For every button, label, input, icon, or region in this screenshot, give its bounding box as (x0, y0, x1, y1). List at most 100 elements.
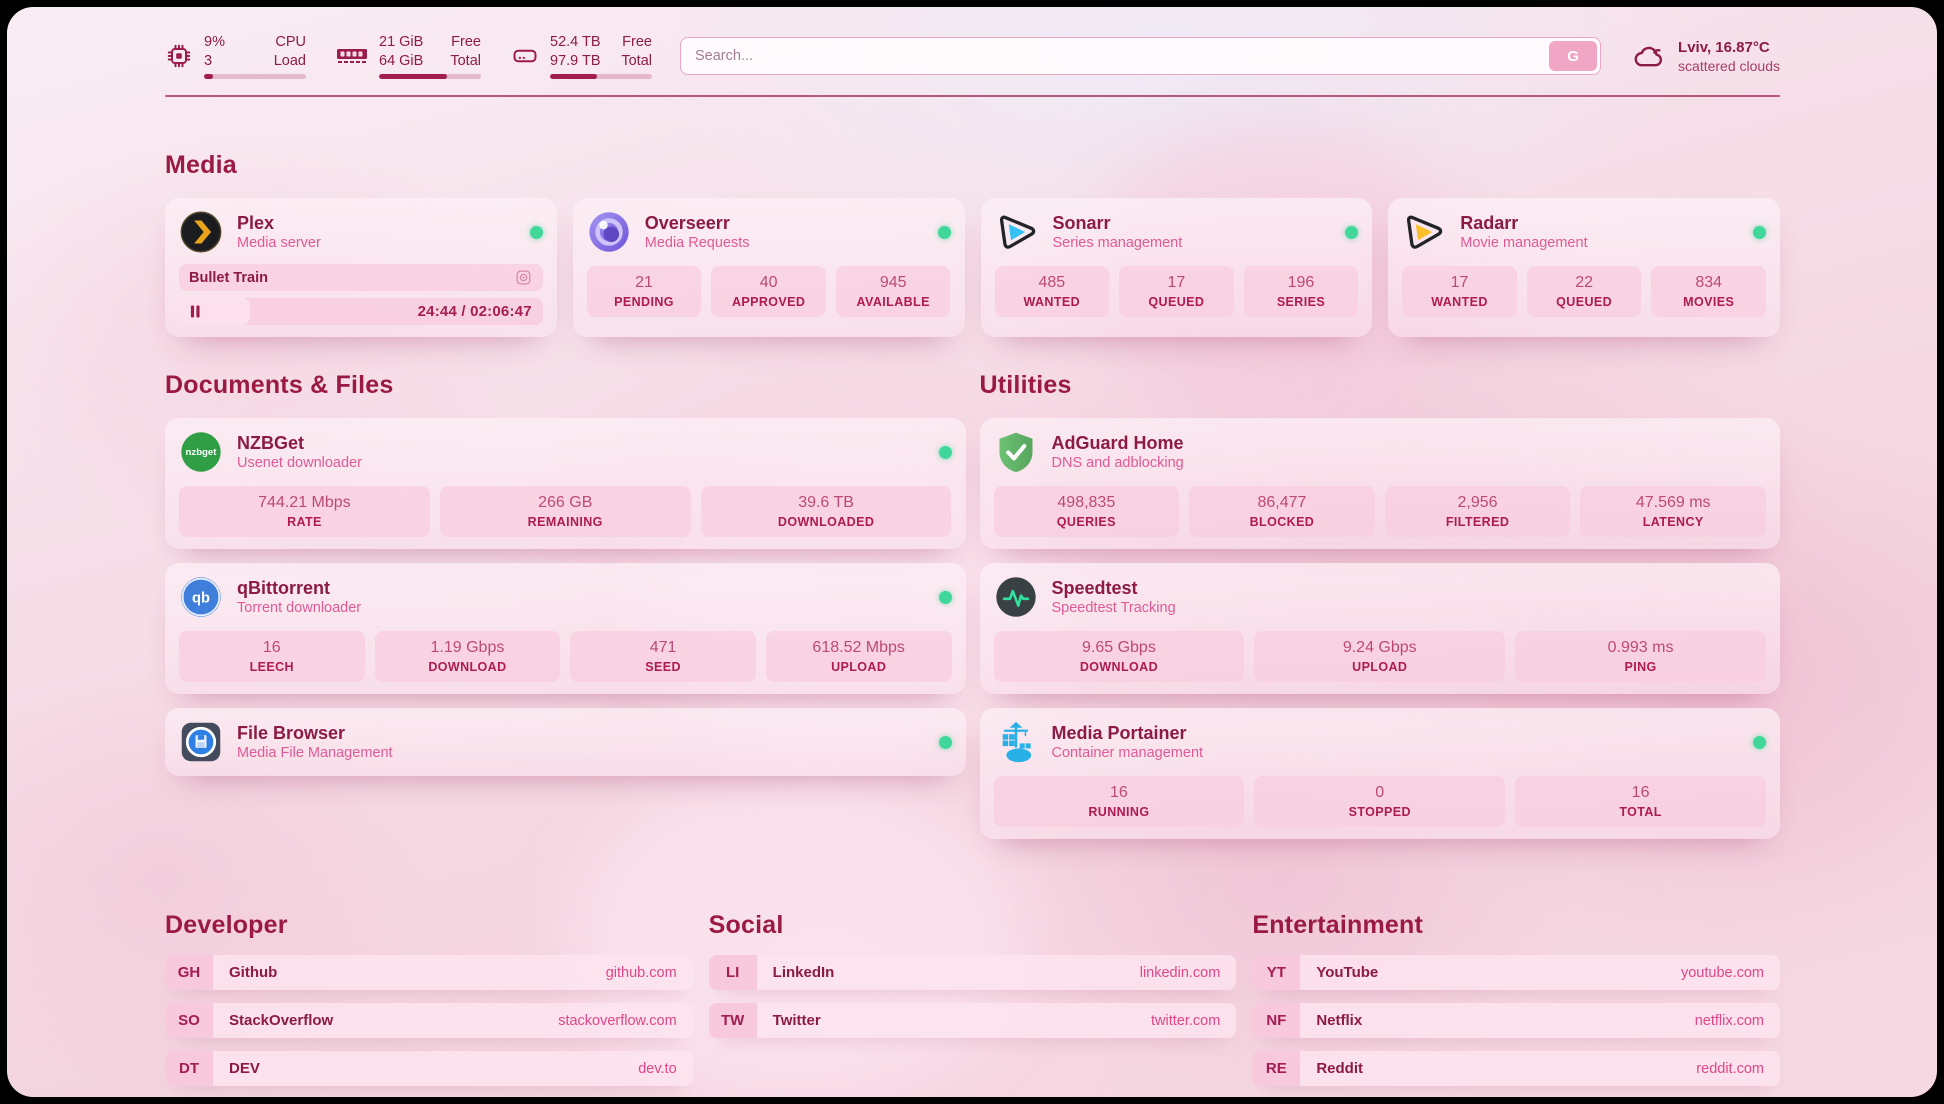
app-subtitle: Container management (1051, 745, 1204, 762)
overseerr-icon (587, 210, 631, 254)
app-title: AdGuard Home (1051, 432, 1184, 453)
cloud-icon (1629, 39, 1667, 73)
section-documents: Documents & Files nzbget NZBGet Usenet d (165, 371, 966, 790)
bookmark-name: Netflix (1316, 1012, 1363, 1029)
stat-download: 1.19 Gbps DOWNLOAD (374, 631, 561, 682)
app-card-portainer[interactable]: Media Portainer Container management 16 … (979, 708, 1780, 839)
speedtest-icon (994, 575, 1038, 619)
disk-icon (511, 42, 539, 70)
app-card-sonarr[interactable]: Sonarr Series management 485 WANTED 17 Q… (980, 198, 1373, 337)
cpu-chip-icon (165, 42, 193, 70)
app-title: Sonarr (1052, 212, 1111, 233)
app-card-overseerr[interactable]: Overseerr Media Requests 21 PENDING 40 A… (572, 198, 965, 337)
app-title: qBittorrent (237, 577, 330, 598)
section-media: Media Plex Medi (165, 151, 1780, 337)
filebrowser-icon (179, 720, 223, 764)
cpu-widget: 9% CPU 3 Load (165, 33, 306, 80)
google-search-button[interactable]: G (1549, 41, 1598, 71)
search-input[interactable] (681, 48, 1550, 64)
app-card-qbittorrent[interactable]: qb qBittorrent Torrent downloader 16 LEE… (165, 563, 966, 694)
section-social: Social LI LinkedIn linkedin.com TW Twitt… (708, 911, 1237, 1097)
disk-total: 97.9 TB (550, 52, 601, 69)
media-heading: Media (165, 151, 237, 179)
ram-progress-track (379, 74, 481, 80)
stat-queries: 498,835 QUERIES (993, 486, 1180, 537)
app-card-radarr[interactable]: Radarr Movie management 17 WANTED 22 QUE… (1388, 198, 1780, 337)
disk-progress-fill (550, 74, 597, 80)
top-bar: 9% CPU 3 Load (165, 33, 1780, 80)
stat-seed: 471 SEED (570, 631, 756, 682)
now-playing-row: Bullet Train (179, 264, 543, 291)
bookmark-url: linkedin.com (1139, 964, 1221, 981)
app-subtitle: Media server (237, 235, 321, 252)
weather-condition: scattered clouds (1678, 57, 1780, 74)
bookmark-linkedin[interactable]: LI LinkedIn linkedin.com (708, 955, 1237, 990)
sonarr-icon (995, 210, 1039, 254)
bookmark-abbr: LI (708, 955, 757, 990)
ram-widget: 21 GiB Free 64 GiB Total (336, 33, 481, 80)
system-widgets: 9% CPU 3 Load (165, 33, 652, 80)
bookmark-reddit[interactable]: RE Reddit reddit.com (1252, 1051, 1780, 1086)
app-title: NZBGet (237, 432, 304, 453)
app-card-adguard[interactable]: AdGuard Home DNS and adblocking 498,835 … (979, 418, 1780, 549)
bookmark-name: DEV (229, 1060, 260, 1077)
ram-total: 64 GiB (379, 52, 424, 69)
stat-available: 945 AVAILABLE (835, 266, 951, 317)
dashboard-screen: 9% CPU 3 Load (7, 7, 1937, 1097)
status-dot (1345, 225, 1359, 239)
stat-leech: 16 LEECH (179, 631, 365, 682)
adguard-icon (994, 430, 1038, 474)
stat-running: 16 RUNNING (993, 776, 1245, 827)
bookmark-netflix[interactable]: NF Netflix netflix.com (1252, 1003, 1780, 1038)
nzbget-icon: nzbget (179, 430, 223, 474)
bookmark-github[interactable]: GH Github github.com (165, 955, 693, 990)
bookmark-abbr: NF (1252, 1003, 1301, 1038)
stat-pending: 21 PENDING (586, 266, 702, 317)
stat-queued: 17 QUEUED (1119, 266, 1234, 317)
app-card-plex[interactable]: Plex Media server Bullet Train (165, 198, 557, 337)
disk-free-label: Free (622, 33, 652, 50)
stat-latency: 47.569 ms LATENCY (1580, 486, 1766, 537)
bookmark-abbr: YT (1252, 955, 1301, 990)
status-dot (938, 590, 952, 604)
stat-upload: 9.24 Gbps UPLOAD (1254, 631, 1506, 682)
stat-filtered: 2,956 FILTERED (1384, 486, 1571, 537)
bookmark-name: Github (229, 964, 278, 981)
stat-total: 16 TOTAL (1515, 776, 1766, 827)
ram-total-label: Total (450, 52, 481, 69)
bookmark-url: netflix.com (1694, 1012, 1764, 1029)
bookmark-url: dev.to (638, 1060, 677, 1077)
bookmark-twitter[interactable]: TW Twitter twitter.com (708, 1003, 1237, 1038)
cpu-progress-track (204, 74, 306, 80)
stat-rate: 744.21 Mbps RATE (179, 486, 430, 537)
app-title: Speedtest (1051, 577, 1138, 598)
app-subtitle: Torrent downloader (237, 600, 362, 617)
stat-ping: 0.993 ms PING (1515, 631, 1766, 682)
bookmark-url: youtube.com (1680, 964, 1764, 981)
stat-wanted: 485 WANTED (994, 266, 1110, 317)
stat-approved: 40 APPROVED (711, 266, 826, 317)
app-title: Plex (237, 212, 275, 233)
app-title: Radarr (1460, 212, 1519, 233)
bookmark-url: reddit.com (1696, 1060, 1764, 1077)
qbittorrent-icon: qb (179, 575, 223, 619)
stat-wanted: 17 WANTED (1402, 266, 1517, 317)
stat-upload: 618.52 Mbps UPLOAD (765, 631, 952, 682)
bookmark-abbr: TW (708, 1003, 757, 1038)
cpu-cores: 3 (204, 52, 213, 69)
app-subtitle: Media Requests (644, 235, 750, 252)
bookmark-name: StackOverflow (229, 1012, 334, 1029)
stat-stopped: 0 STOPPED (1254, 776, 1506, 827)
search-bar[interactable]: G (680, 37, 1602, 75)
app-card-speedtest[interactable]: Speedtest Speedtest Tracking 9.65 Gbps D… (979, 563, 1780, 694)
entertainment-heading: Entertainment (1252, 911, 1424, 939)
disk-widget: 52.4 TB Free 97.9 TB Total (511, 33, 652, 80)
ram-free: 21 GiB (379, 33, 424, 50)
bookmark-dev[interactable]: DT DEV dev.to (165, 1051, 693, 1086)
bookmark-stackoverflow[interactable]: SO StackOverflow stackoverflow.com (165, 1003, 693, 1038)
app-card-nzbget[interactable]: nzbget NZBGet Usenet downloader 744.21 M… (165, 418, 966, 549)
portainer-icon (994, 720, 1038, 764)
app-card-filebrowser[interactable]: File Browser Media File Management (165, 708, 966, 776)
bookmark-youtube[interactable]: YT YouTube youtube.com (1252, 955, 1780, 990)
pause-icon[interactable] (190, 305, 201, 318)
